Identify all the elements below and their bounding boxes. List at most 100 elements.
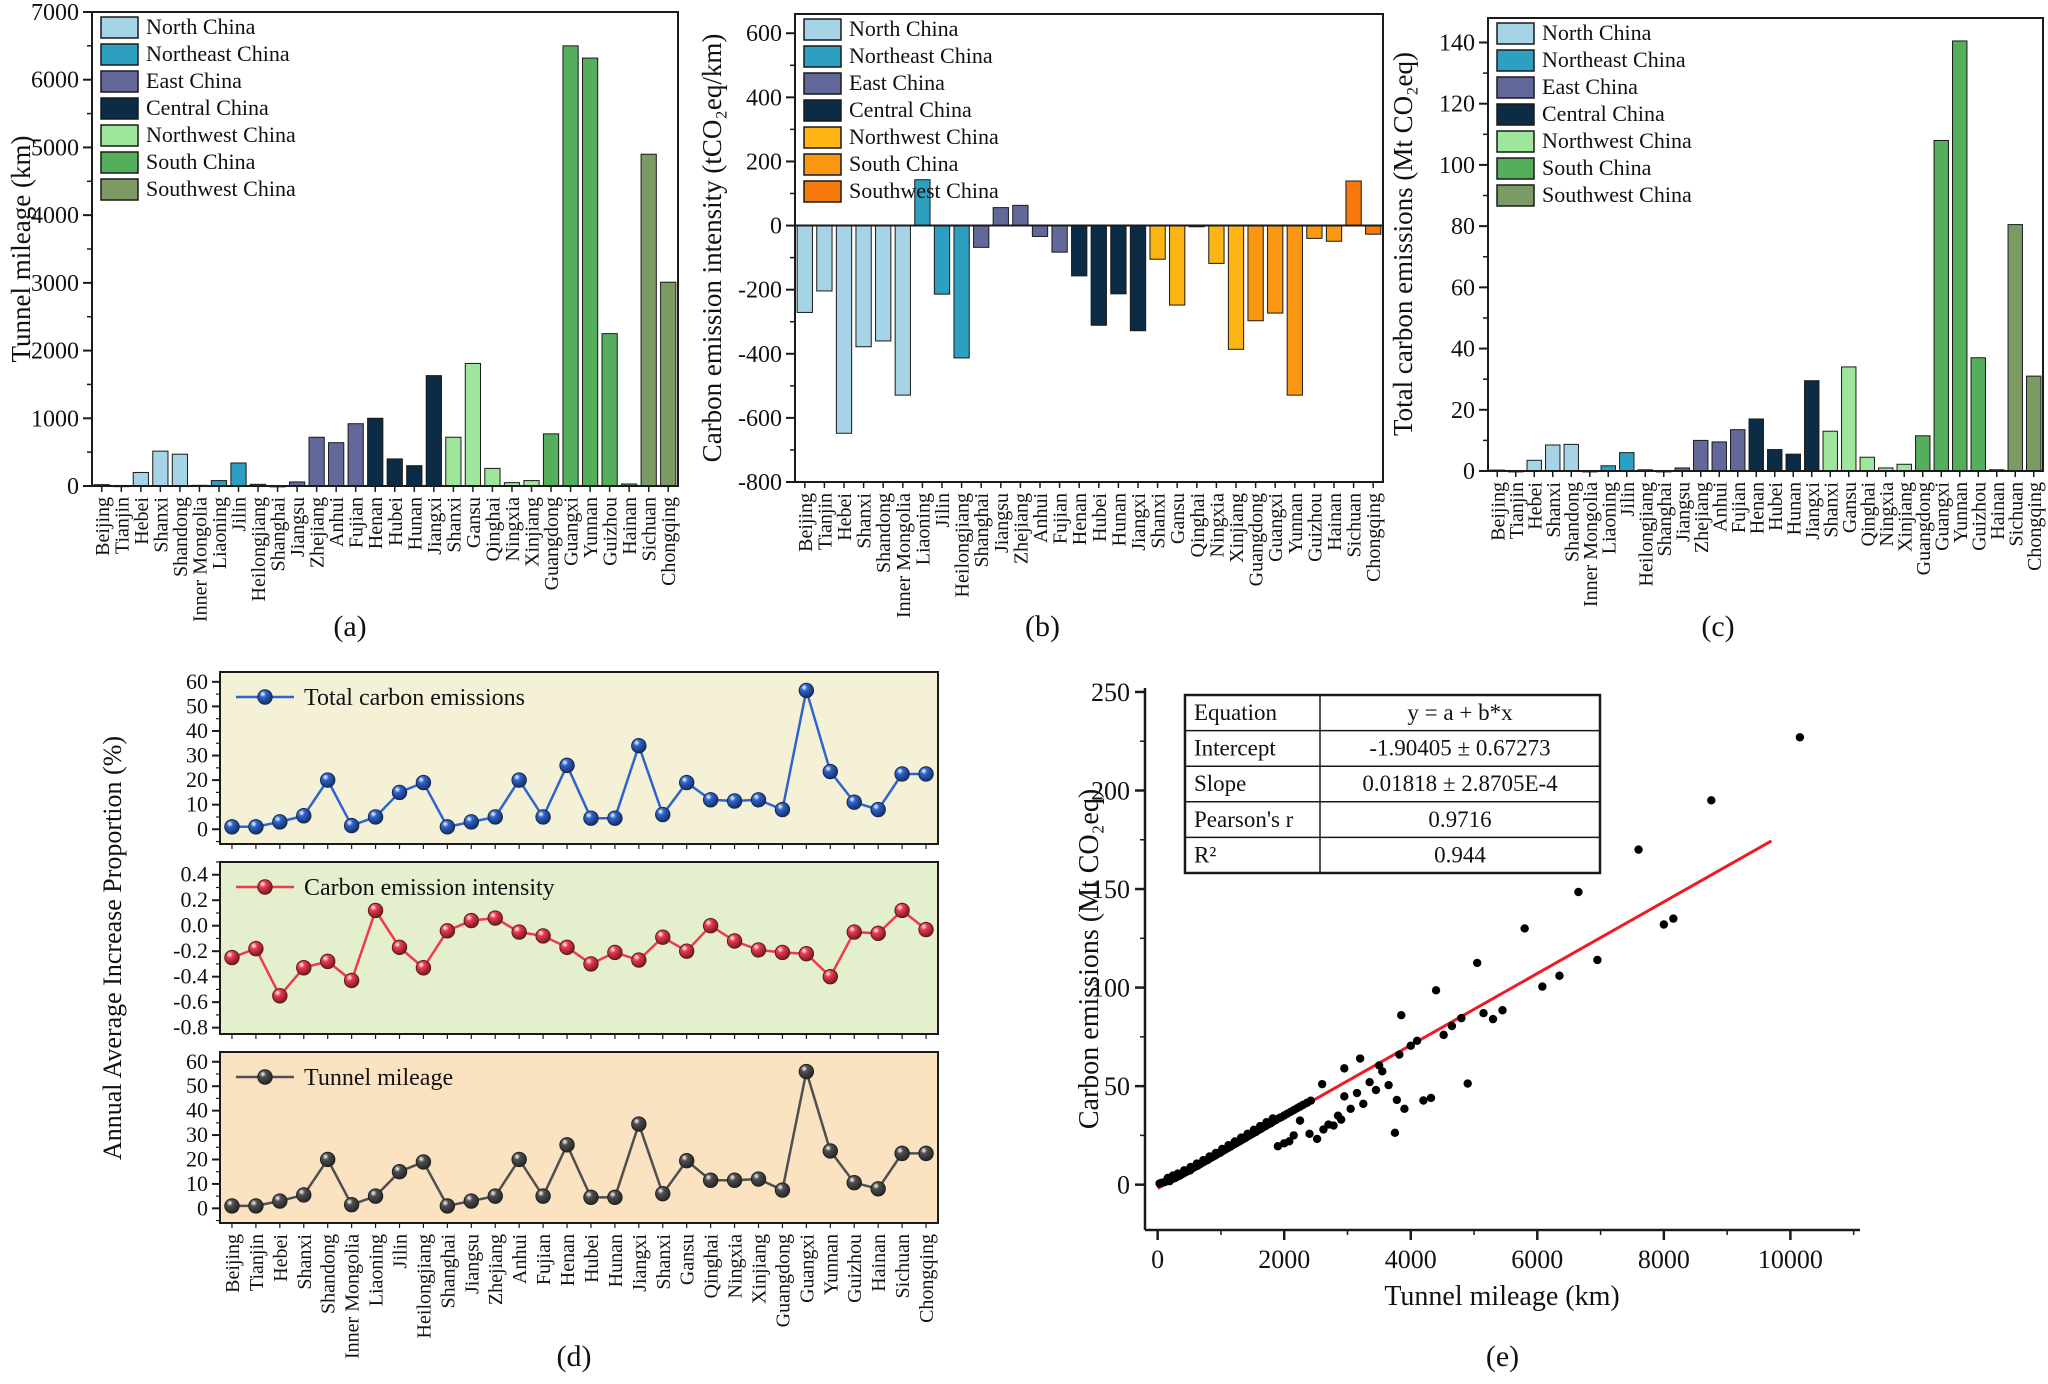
y-tick-label: -0.8: [173, 1015, 208, 1040]
scatter-point: [1289, 1131, 1298, 1140]
data-point-marker: [583, 956, 599, 972]
bar: [1247, 225, 1264, 322]
data-point-marker: [726, 793, 743, 809]
y-tick-label: 50: [186, 1073, 208, 1098]
legend-swatch: [803, 45, 842, 68]
x-tick-label: 6000: [1511, 1245, 1563, 1274]
caption-d: (d): [556, 1340, 592, 1373]
data-point-marker: [798, 1063, 815, 1080]
data-point-marker: [870, 801, 886, 818]
scatter-point: [1392, 1095, 1402, 1105]
x-category-label: Beijing: [795, 493, 817, 552]
scatter-point: [1520, 924, 1529, 933]
y-axis-title-c: Total carbon emissions (Mt CO₂eq): [1388, 52, 1418, 436]
data-point-marker: [248, 819, 264, 835]
data-point-marker: [846, 924, 862, 940]
bar: [1804, 380, 1820, 472]
bar: [542, 433, 560, 487]
x-category-label: Chongqing: [2024, 482, 2046, 571]
x-category-label: Xinjiang: [749, 1234, 771, 1304]
scatter-point: [1295, 1116, 1305, 1125]
x-category-label: Fujian: [1050, 493, 1072, 544]
legend-swatch: [1496, 130, 1535, 153]
x-category-label: Guangdong: [1246, 493, 1268, 586]
x-category-label: Hainan: [868, 1234, 890, 1292]
legend-marker: [257, 689, 273, 705]
data-point-marker: [487, 910, 503, 926]
x-category-label: Jilin: [1617, 482, 1639, 516]
data-point-marker: [918, 1145, 934, 1162]
scatter-point: [1390, 1128, 1400, 1138]
caption-c: (c): [1701, 610, 1735, 643]
data-point-marker: [320, 1151, 336, 1168]
scatter-point: [1488, 1014, 1498, 1024]
bar: [992, 207, 1009, 227]
y-tick-label: 20: [186, 1146, 208, 1171]
legend-label: Northwest China: [1542, 128, 1692, 153]
x-category-label: Guangdong: [541, 497, 563, 590]
y-tick-label: 6000: [31, 68, 79, 94]
bar: [1952, 40, 1968, 472]
scatter-point: [1352, 1088, 1362, 1098]
x-category-label: Guangdong: [772, 1234, 794, 1327]
scatter-point: [1192, 1159, 1202, 1168]
data-point-marker: [391, 939, 408, 956]
x-category-label: Sichuan: [2005, 482, 2027, 546]
x-category-label: Shanxi: [443, 497, 465, 553]
panel-a-bar-chart: Tunnel mileage (km) 0 1000 2000 3000 4000 500…: [6, 0, 680, 622]
scatter-point: [1498, 1006, 1507, 1015]
stats-value: y = a + b*x: [1407, 700, 1513, 725]
bar: [640, 153, 657, 487]
legend-swatch: [100, 43, 139, 66]
plot-frame: [91, 11, 679, 487]
x-tick-label: 10000: [1758, 1245, 1823, 1274]
bar: [1267, 225, 1284, 314]
data-point-marker: [631, 1116, 647, 1132]
data-point-marker: [272, 988, 288, 1004]
bar: [581, 57, 599, 487]
x-tick-label: 2000: [1258, 1245, 1310, 1274]
scatter-point: [1359, 1099, 1368, 1109]
scatter-point: [1707, 796, 1716, 805]
data-point-marker: [391, 1164, 408, 1180]
legend-label: South China: [1542, 155, 1652, 180]
legend-label: Central China: [1542, 101, 1665, 126]
scatter-point: [1574, 887, 1583, 897]
y-tick-label: 0: [770, 214, 782, 240]
legend-label: South China: [146, 149, 256, 174]
data-point-marker: [918, 921, 934, 938]
scatter-point: [1186, 1162, 1195, 1172]
x-category-label: Zhejiang: [1691, 482, 1713, 553]
scatter-point: [1479, 1009, 1488, 1018]
x-category-label: Shanxi: [1820, 482, 1842, 538]
plot-frame: [219, 1051, 939, 1224]
bar: [1071, 225, 1088, 277]
scatter-point: [1397, 1010, 1406, 1020]
bar: [1619, 452, 1635, 472]
data-point-marker: [272, 814, 288, 830]
x-category-label: Hunan: [1783, 482, 1805, 535]
scatter-point: [1463, 1079, 1472, 1088]
x-category-label: Anhui: [509, 1234, 531, 1284]
data-point-marker: [822, 1143, 838, 1159]
bar: [1748, 418, 1764, 472]
data-point-marker: [487, 809, 503, 825]
bar: [1365, 225, 1382, 235]
y-tick-label: 400: [746, 85, 782, 111]
data-point-marker: [774, 944, 791, 961]
scatter-point: [1412, 1036, 1422, 1045]
x-category-label: Shanxi: [294, 1234, 316, 1290]
x-category-label: Hebei: [131, 497, 153, 545]
y-tick-label: 0: [1117, 1171, 1130, 1200]
data-point-marker: [702, 792, 719, 808]
bar: [1896, 463, 1912, 472]
scatter-point: [1659, 920, 1669, 929]
x-category-label: Hainan: [1324, 493, 1346, 551]
x-category-label: Ningxia: [502, 497, 524, 562]
scatter-point: [1447, 1021, 1457, 1031]
bar: [796, 225, 813, 313]
data-point-marker: [343, 972, 360, 989]
y-tick-label: -0.4: [173, 964, 208, 989]
x-tick-label: 0: [1151, 1245, 1164, 1274]
scatter-point: [1224, 1141, 1233, 1150]
